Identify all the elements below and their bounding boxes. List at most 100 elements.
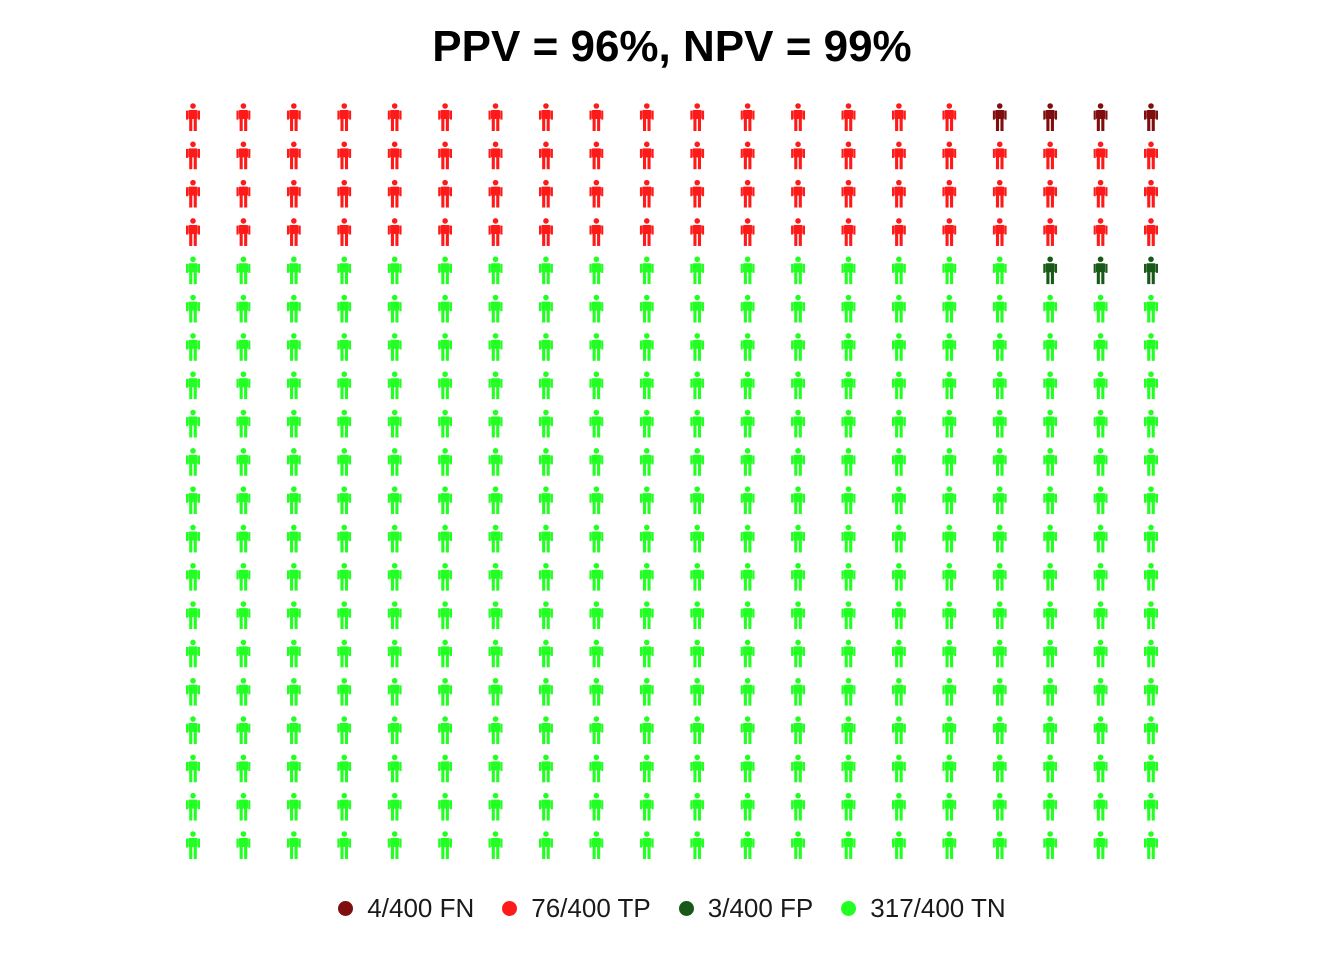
person-icon-tn [1093,792,1108,821]
person-icon-tn [942,409,957,438]
person-icon-tp [740,218,755,246]
person-icon-tn [186,639,200,668]
person-icon-tn [337,792,352,821]
person-icon-tp [1043,218,1058,246]
person-icon-tn [488,524,503,553]
person-icon-tp [942,218,957,246]
person-icon-tn [690,333,705,361]
person-icon-tn [891,792,906,821]
person-icon-tn [992,256,1007,285]
legend: 4/400 FN 76/400 TP 3/400 FP 317/400 TN [0,893,1344,924]
person-icon-tn [286,716,301,745]
person-icon-tn [387,677,402,706]
person-icon-tn [791,486,806,515]
person-icon-tp [992,218,1007,246]
person-icon-tn [236,639,251,668]
person-icon-tn [186,448,200,476]
person-icon-tn [286,448,301,476]
person-icon-tp [186,141,200,170]
person-icon-tn [438,524,453,553]
person-icon-tn [740,294,755,323]
person-icon-tn [690,831,705,859]
person-icon-tn [1093,486,1108,515]
person-icon-tn [1043,409,1058,438]
person-icon-tn [236,601,251,630]
person-icon-tn [488,371,503,400]
person-icon-tn [891,524,906,553]
person-icon-tn [186,333,200,361]
person-icon-tp [286,179,301,208]
person-icon-tp [589,218,604,246]
person-icon-tn [488,409,503,438]
person-icon-tn [186,371,200,400]
person-icon-tp [337,218,352,246]
person-icon-tp [236,141,251,170]
person-icon-tn [337,448,352,476]
person-icon-tn [690,792,705,821]
person-icon-tn [791,716,806,745]
person-icon-tn [690,486,705,515]
person-icon-tn [1043,601,1058,630]
chart-title: PPV = 96%, NPV = 99% [432,22,912,71]
person-icon-tn [387,601,402,630]
person-icon-tp [891,103,906,131]
person-icon-tn [337,524,352,553]
person-icon-tn [639,486,654,515]
legend-item-tp: 76/400 TP [502,893,651,924]
person-icon-tn [1043,792,1058,821]
person-icon-tn [538,562,553,591]
person-icon-tn [589,448,604,476]
person-icon-tn [639,294,654,323]
person-icon-tn [286,524,301,553]
person-icon-tn [286,409,301,438]
person-icon-tn [992,524,1007,553]
person-icon-tn [186,486,200,515]
person-icon-tn [488,831,503,859]
person-icon-tn [589,754,604,783]
person-icon-tn [589,677,604,706]
person-icon-tn [488,677,503,706]
person-icon-tn [791,371,806,400]
person-icon-tp [992,179,1007,208]
person-icon-tp [186,218,200,246]
person-icon-tn [791,524,806,553]
person-icon-tn [841,371,856,400]
person-icon-tn [690,562,705,591]
person-icon-tn [992,716,1007,745]
person-icon-tn [1043,524,1058,553]
person-icon-tn [740,639,755,668]
person-icon-tn [236,792,251,821]
person-icon-tp [690,141,705,170]
person-icon-tn [438,562,453,591]
person-icon-tn [1043,333,1058,361]
person-icon-tp [438,179,453,208]
person-icon-tn [891,371,906,400]
person-icon-tn [488,562,503,591]
person-icon-tn [1043,562,1058,591]
person-icon-tp [791,218,806,246]
person-icon-tn [1043,486,1058,515]
person-icon-tn [387,524,402,553]
person-icon-tn [942,677,957,706]
person-icon-tp [438,141,453,170]
person-icon-tn [841,524,856,553]
person-icon-tn [1093,294,1108,323]
person-icon-tn [286,677,301,706]
person-icon-tp [740,141,755,170]
person-icon-tn [337,562,352,591]
person-icon-tn [841,409,856,438]
person-icon-tn [1093,677,1108,706]
person-icon-tn [488,486,503,515]
person-icon-tp [538,179,553,208]
person-icon-tn [438,716,453,745]
person-icon-tn [942,524,957,553]
person-icon-tn [589,831,604,859]
person-icon-tn [286,792,301,821]
person-icon-tn [236,716,251,745]
person-icon-tn [337,333,352,361]
person-icon-tn [387,831,402,859]
person-icon-tn [791,562,806,591]
person-icon-tn [538,831,553,859]
person-icon-tp [488,179,503,208]
person-icon-tn [488,792,503,821]
